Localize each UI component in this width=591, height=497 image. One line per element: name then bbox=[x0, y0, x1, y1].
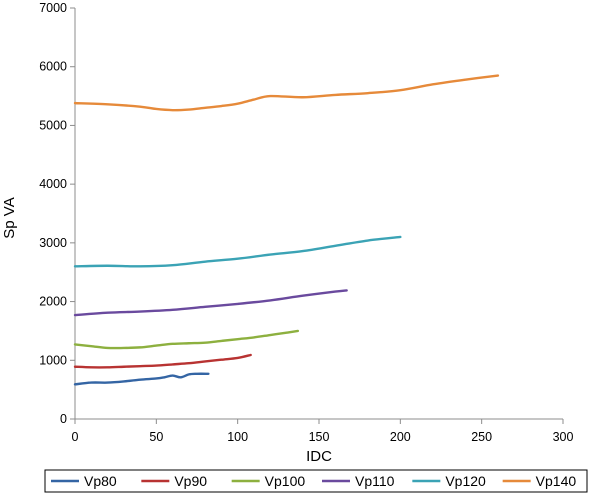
legend-label: Vp90 bbox=[174, 473, 207, 489]
legend: Vp80 Vp90 Vp100 Vp110 Vp120 Vp140 bbox=[44, 469, 588, 493]
series-line-vp120 bbox=[73, 235, 402, 268]
legend-item-vp90: Vp90 bbox=[141, 473, 207, 489]
x-tick-label: 300 bbox=[553, 430, 574, 444]
legend-label: Vp120 bbox=[445, 473, 486, 489]
x-tick-label: 100 bbox=[227, 430, 248, 444]
legend-label: Vp80 bbox=[84, 473, 117, 489]
x-axis-title: IDC bbox=[306, 448, 332, 465]
x-tick-label: 150 bbox=[309, 430, 330, 444]
legend-box bbox=[44, 469, 588, 493]
legend-item-vp110: Vp110 bbox=[322, 473, 395, 489]
x-axis: 0 50 100 150 200 250 300 bbox=[72, 418, 574, 444]
legend-item-vp140: Vp140 bbox=[502, 473, 577, 489]
legend-item-vp120: Vp120 bbox=[412, 473, 486, 489]
series-line-vp100 bbox=[73, 329, 300, 350]
series-line-vp110 bbox=[73, 289, 348, 317]
legend-item-vp100: Vp100 bbox=[231, 473, 306, 489]
y-tick-label: 4000 bbox=[39, 177, 67, 191]
y-tick-label: 3000 bbox=[39, 236, 67, 250]
series-layer bbox=[73, 74, 500, 386]
series-line-vp140 bbox=[73, 74, 500, 112]
y-tick-label: 6000 bbox=[39, 60, 67, 74]
y-tick-label: 2000 bbox=[39, 295, 67, 309]
legend-label: Vp140 bbox=[536, 473, 577, 489]
legend-label: Vp100 bbox=[265, 473, 306, 489]
x-tick-label: 0 bbox=[72, 430, 79, 444]
series-line-vp90 bbox=[73, 353, 252, 369]
y-axis-title: Sp VA bbox=[1, 197, 18, 238]
y-tick-label: 5000 bbox=[39, 118, 67, 132]
legend-label: Vp110 bbox=[355, 473, 395, 489]
y-axis: 0 1000 2000 3000 4000 5000 6000 7000 bbox=[39, 1, 76, 426]
x-tick-label: 50 bbox=[149, 430, 163, 444]
y-tick-label: 1000 bbox=[39, 353, 67, 367]
x-tick-label: 200 bbox=[390, 430, 411, 444]
legend-item-vp80: Vp80 bbox=[51, 473, 117, 489]
series-line-vp80 bbox=[73, 372, 210, 386]
y-tick-label: 0 bbox=[60, 412, 67, 426]
y-tick-label: 7000 bbox=[39, 1, 67, 15]
x-tick-label: 250 bbox=[471, 430, 492, 444]
